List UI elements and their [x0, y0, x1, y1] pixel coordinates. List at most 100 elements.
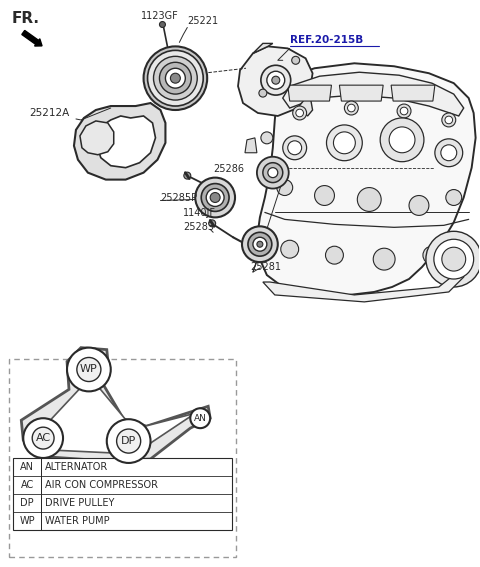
Text: 25286: 25286 — [213, 164, 244, 174]
Circle shape — [426, 231, 480, 287]
Text: 1123GF: 1123GF — [141, 11, 179, 20]
Circle shape — [288, 141, 301, 155]
Polygon shape — [298, 93, 312, 116]
Polygon shape — [238, 46, 312, 116]
Polygon shape — [391, 85, 435, 101]
Circle shape — [154, 56, 197, 100]
Circle shape — [446, 189, 462, 205]
Polygon shape — [263, 267, 464, 302]
Circle shape — [257, 156, 288, 189]
Circle shape — [373, 248, 395, 270]
Text: WP: WP — [80, 365, 98, 374]
Circle shape — [159, 62, 192, 94]
Circle shape — [283, 136, 307, 160]
Circle shape — [296, 109, 303, 117]
Circle shape — [268, 168, 278, 177]
Polygon shape — [74, 103, 166, 180]
Circle shape — [344, 101, 358, 115]
Circle shape — [67, 348, 111, 391]
Circle shape — [263, 163, 283, 183]
Text: REF.20-215B: REF.20-215B — [290, 35, 363, 45]
FancyBboxPatch shape — [9, 358, 236, 557]
Text: 25221: 25221 — [187, 16, 218, 27]
Circle shape — [434, 239, 474, 279]
Circle shape — [147, 50, 203, 106]
Polygon shape — [288, 85, 332, 101]
Polygon shape — [38, 362, 195, 453]
Circle shape — [144, 46, 207, 110]
Text: DP: DP — [121, 436, 136, 446]
Polygon shape — [96, 116, 156, 168]
Circle shape — [397, 104, 411, 118]
Circle shape — [325, 246, 343, 264]
Circle shape — [166, 68, 185, 88]
Circle shape — [293, 106, 307, 120]
Circle shape — [257, 241, 263, 247]
Circle shape — [445, 116, 453, 124]
Circle shape — [210, 193, 220, 202]
Text: WP: WP — [19, 515, 35, 526]
Circle shape — [201, 184, 229, 211]
Circle shape — [272, 76, 280, 84]
Polygon shape — [80, 121, 114, 155]
Circle shape — [314, 185, 335, 205]
Polygon shape — [253, 44, 273, 53]
Polygon shape — [21, 348, 210, 461]
Text: WATER PUMP: WATER PUMP — [45, 515, 110, 526]
FancyArrow shape — [22, 31, 42, 46]
Text: AC: AC — [36, 433, 51, 443]
Circle shape — [389, 127, 415, 153]
Text: ALTERNATOR: ALTERNATOR — [45, 462, 108, 472]
Circle shape — [32, 427, 54, 449]
Circle shape — [259, 89, 267, 97]
Text: AC: AC — [21, 480, 34, 490]
Circle shape — [107, 419, 151, 463]
Circle shape — [248, 232, 272, 256]
Circle shape — [261, 132, 273, 144]
Circle shape — [190, 408, 210, 428]
Circle shape — [442, 247, 466, 271]
Text: DP: DP — [21, 498, 34, 507]
Polygon shape — [245, 138, 257, 153]
Text: AN: AN — [20, 462, 34, 472]
Circle shape — [23, 418, 63, 458]
Polygon shape — [257, 64, 476, 297]
Circle shape — [253, 237, 267, 251]
Text: 1140JF: 1140JF — [183, 209, 216, 218]
Bar — [13, 458, 232, 530]
Text: 25285P: 25285P — [160, 193, 198, 204]
Circle shape — [277, 180, 293, 196]
Circle shape — [262, 164, 278, 181]
Circle shape — [441, 145, 457, 160]
Circle shape — [423, 246, 441, 264]
Circle shape — [209, 220, 216, 227]
Circle shape — [206, 189, 224, 206]
Circle shape — [170, 73, 180, 83]
Circle shape — [442, 113, 456, 127]
Text: 25212A: 25212A — [29, 108, 70, 118]
Circle shape — [159, 22, 166, 27]
Circle shape — [77, 357, 101, 382]
Circle shape — [292, 56, 300, 64]
Circle shape — [242, 226, 278, 262]
Circle shape — [357, 188, 381, 211]
Text: 25281: 25281 — [250, 262, 281, 272]
Text: AN: AN — [194, 414, 207, 423]
Circle shape — [267, 71, 285, 89]
Polygon shape — [283, 72, 464, 116]
Circle shape — [348, 104, 355, 112]
Circle shape — [380, 118, 424, 162]
Text: FR.: FR. — [12, 11, 39, 26]
Text: DRIVE PULLEY: DRIVE PULLEY — [45, 498, 115, 507]
Circle shape — [261, 65, 291, 95]
Polygon shape — [339, 85, 383, 101]
Circle shape — [184, 172, 191, 179]
Text: 25283: 25283 — [183, 222, 215, 232]
Text: AIR CON COMPRESSOR: AIR CON COMPRESSOR — [45, 480, 158, 490]
Circle shape — [409, 196, 429, 215]
Circle shape — [117, 429, 141, 453]
Circle shape — [435, 139, 463, 167]
Circle shape — [195, 177, 235, 217]
Circle shape — [281, 240, 299, 258]
Circle shape — [400, 107, 408, 115]
